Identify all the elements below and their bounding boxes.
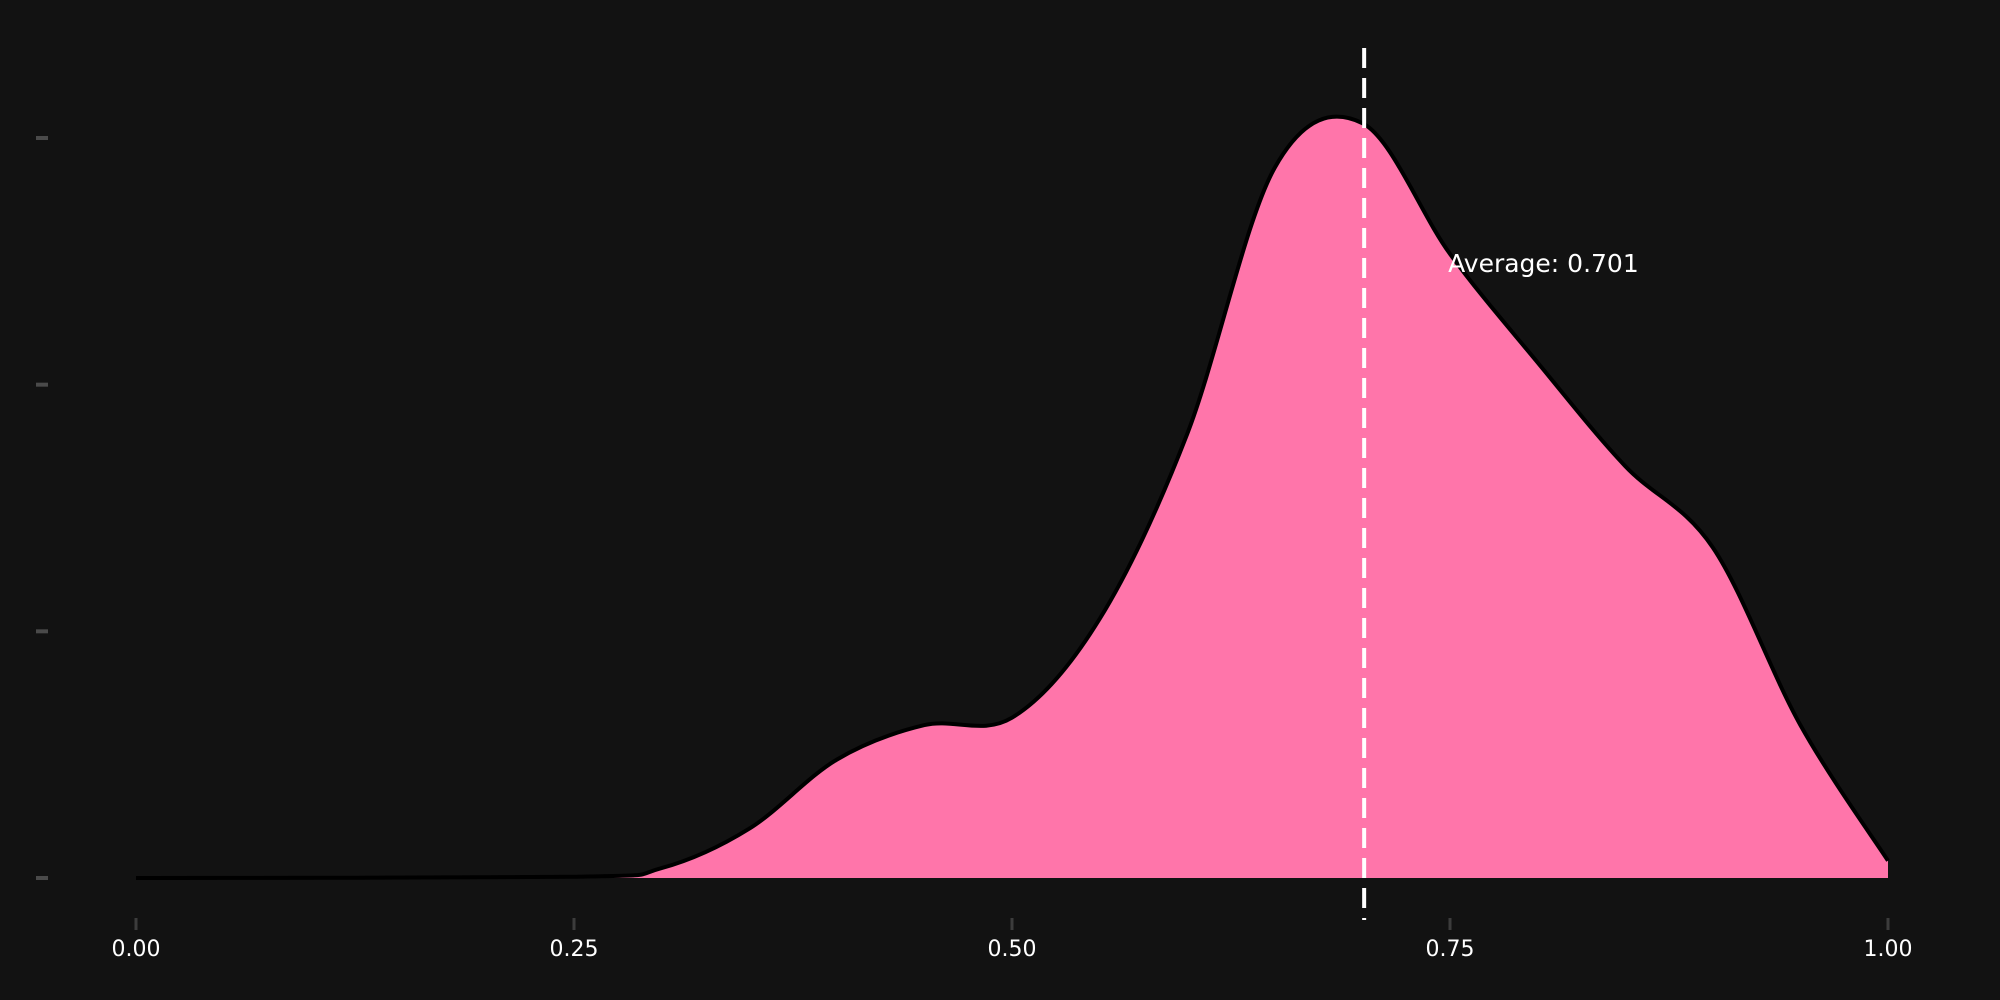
density-outline <box>135 114 1890 880</box>
x-tick-label-1: 0.25 <box>550 937 599 962</box>
x-tick-label-0: 0.00 <box>112 937 161 962</box>
y-axis-ticks <box>36 136 48 880</box>
x-tick-label-2: 0.50 <box>988 937 1037 962</box>
x-tick-label-4: 1.00 <box>1864 937 1913 962</box>
x-tick-label-3: 0.75 <box>1426 937 1475 962</box>
mean-annotation: Average: 0.701 <box>1448 249 1639 278</box>
density-area <box>136 116 1888 878</box>
x-axis: 0.00 0.25 0.50 0.75 1.00 <box>112 918 1913 962</box>
